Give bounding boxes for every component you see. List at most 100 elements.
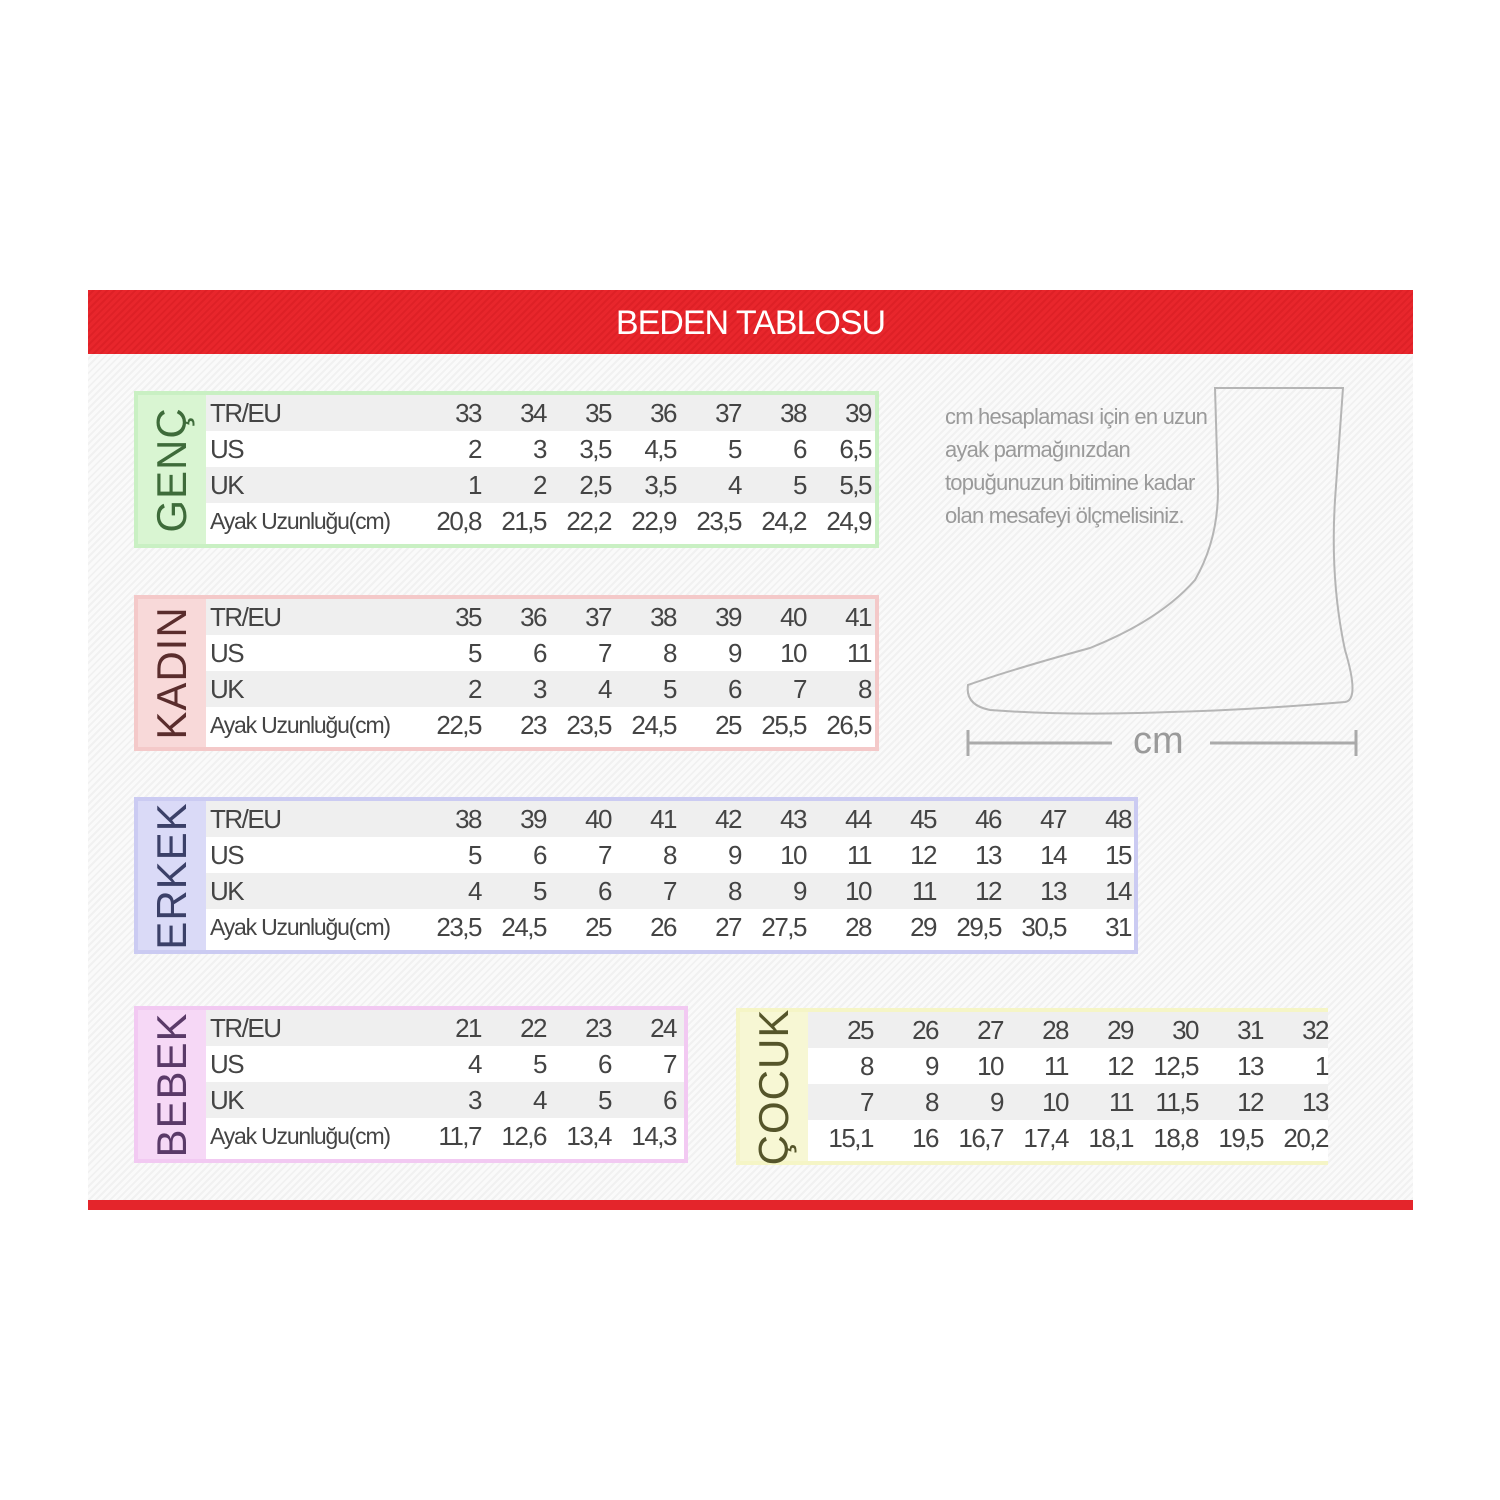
table-cell: 30 bbox=[1172, 1014, 1199, 1045]
table-cell: 5 bbox=[663, 673, 677, 704]
table-cell: 14 bbox=[1040, 839, 1067, 870]
table-cell: 18,1 bbox=[1088, 1122, 1134, 1153]
table-cell: 27,5 bbox=[761, 911, 807, 942]
table-cell: 48 bbox=[1105, 803, 1132, 834]
table-cell: 7 bbox=[860, 1086, 874, 1117]
size-table-kadin: KADIN TR/EU 35 36 37 38 39 40 41 US 5 6 7 8 9 10 11 UK 2 3 4… bbox=[134, 595, 879, 751]
table-cell: 22,9 bbox=[631, 505, 677, 536]
foot-illustration bbox=[966, 387, 1358, 756]
table-row: Ayak Uzunluğu(cm) 23,5 24,5 25 26 27 27,5 28 29 2… bbox=[206, 909, 1134, 945]
table-cell: 31 bbox=[1105, 911, 1132, 942]
size-table-cocuk: ÇOCUK 25 26 27 28 29 30 31 32 8 9 10 11 12 12,5 13 1 7 8 9 1… bbox=[736, 1008, 1330, 1165]
category-name: GENÇ bbox=[148, 406, 195, 533]
table-cell: 12 bbox=[1237, 1086, 1264, 1117]
table-cell: 8 bbox=[860, 1050, 874, 1081]
table-cell: 1 bbox=[1315, 1050, 1329, 1081]
table-cell: 16,7 bbox=[958, 1122, 1004, 1153]
table-cell: 1 bbox=[468, 469, 482, 500]
table-cell: 24,2 bbox=[761, 505, 807, 536]
table-cell: 27 bbox=[977, 1014, 1004, 1045]
table-cell: 21 bbox=[455, 1012, 482, 1043]
category-name: ÇOCUK bbox=[750, 1008, 797, 1165]
table-cell: 21,5 bbox=[501, 505, 547, 536]
table-cell: 5 bbox=[468, 637, 482, 668]
table-row: TR/EU 33 34 35 36 37 38 39 bbox=[206, 395, 875, 431]
table-cell: 43 bbox=[780, 803, 807, 834]
row-label: US bbox=[210, 433, 245, 464]
table-cell: 17,4 bbox=[1023, 1122, 1069, 1153]
table-cell: 3 bbox=[533, 673, 547, 704]
table-cell: 25,5 bbox=[761, 709, 807, 740]
table-cell: 41 bbox=[650, 803, 677, 834]
row-label: Ayak Uzunluğu(cm) bbox=[210, 711, 391, 738]
table-cell: 5 bbox=[793, 469, 807, 500]
table-cell: 26 bbox=[912, 1014, 939, 1045]
table-cell: 6,5 bbox=[839, 433, 872, 464]
table-cell: 13 bbox=[975, 839, 1002, 870]
row-label: UK bbox=[210, 1084, 245, 1115]
table-cell: 7 bbox=[598, 839, 612, 870]
table-cell: 14 bbox=[1105, 875, 1132, 906]
category-name: ERKEK bbox=[148, 801, 195, 950]
table-cell: 44 bbox=[845, 803, 872, 834]
row-label: US bbox=[210, 839, 245, 870]
table-cell: 8 bbox=[663, 637, 677, 668]
table-cell: 6 bbox=[663, 1084, 677, 1115]
table-cell: 9 bbox=[990, 1086, 1004, 1117]
table-cell: 27 bbox=[715, 911, 742, 942]
table-cell: 38 bbox=[455, 803, 482, 834]
page-title: BEDEN TABLOSU bbox=[88, 290, 1413, 354]
table-row: US 2 3 3,5 4,5 5 6 6,5 bbox=[206, 431, 875, 467]
table-cell: 3 bbox=[468, 1084, 482, 1115]
table-cell: 25 bbox=[715, 709, 742, 740]
table-cell: 37 bbox=[585, 601, 612, 632]
table-cell: 7 bbox=[598, 637, 612, 668]
table-cell: 6 bbox=[598, 1048, 612, 1079]
table-row: US 5 6 7 8 9 10 11 12 13 14 15 bbox=[206, 837, 1134, 873]
table-rows: TR/EU 33 34 35 36 37 38 39 US 2 3 3,5 4,5 5 6 6,5 UK 1 2 2,… bbox=[206, 395, 875, 544]
table-cell: 7 bbox=[793, 673, 807, 704]
table-cell: 20,2 bbox=[1283, 1122, 1329, 1153]
table-cell: 10 bbox=[845, 875, 872, 906]
table-cell: 46 bbox=[975, 803, 1002, 834]
table-cell: 29,5 bbox=[956, 911, 1002, 942]
size-table-bebek: BEBEK TR/EU 21 22 23 24 US 4 5 6 7 UK 3 4 5 6 Ayak Uzunl… bbox=[134, 1006, 688, 1163]
table-cell: 23 bbox=[585, 1012, 612, 1043]
table-cell: 30,5 bbox=[1021, 911, 1067, 942]
table-cell: 4 bbox=[468, 875, 482, 906]
table-cell: 4 bbox=[728, 469, 742, 500]
table-cell: 4 bbox=[598, 673, 612, 704]
table-cell: 4 bbox=[533, 1084, 547, 1115]
table-cell: 25 bbox=[585, 911, 612, 942]
table-cell: 6 bbox=[728, 673, 742, 704]
size-table-erkek: ERKEK TR/EU 38 39 40 41 42 43 44 45 46 47 48 US 5 6 7 8 9 1… bbox=[134, 797, 1138, 954]
row-label: Ayak Uzunluğu(cm) bbox=[210, 913, 391, 940]
table-cell: 13 bbox=[1237, 1050, 1264, 1081]
table-cell: 31 bbox=[1237, 1014, 1264, 1045]
table-cell: 45 bbox=[910, 803, 937, 834]
size-table-genc: GENÇ TR/EU 33 34 35 36 37 38 39 US 2 3 3,5 4,5 5 6 6,5 UK… bbox=[134, 391, 879, 548]
table-cell: 12 bbox=[975, 875, 1002, 906]
table-rows: TR/EU 38 39 40 41 42 43 44 45 46 47 48 US 5 6 7 8 9 10 11 12… bbox=[206, 801, 1134, 950]
table-row: Ayak Uzunluğu(cm) 22,5 23 23,5 24,5 25 25,5 26,… bbox=[206, 707, 875, 743]
table-cell: 11 bbox=[1109, 1086, 1135, 1117]
table-row: TR/EU 21 22 23 24 bbox=[206, 1010, 684, 1046]
table-row: UK 1 2 2,5 3,5 4 5 5,5 bbox=[206, 467, 875, 503]
table-cell: 34 bbox=[520, 397, 547, 428]
table-cell: 8 bbox=[728, 875, 742, 906]
table-cell: 39 bbox=[715, 601, 742, 632]
table-cell: 18,8 bbox=[1153, 1122, 1199, 1153]
table-cell: 23,5 bbox=[696, 505, 742, 536]
category-name: KADIN bbox=[148, 606, 195, 740]
table-cell: 8 bbox=[925, 1086, 939, 1117]
table-cell: 2,5 bbox=[579, 469, 612, 500]
table-cell: 22,2 bbox=[566, 505, 612, 536]
table-cell: 22,5 bbox=[436, 709, 482, 740]
table-cell: 24 bbox=[650, 1012, 677, 1043]
category-label: ÇOCUK bbox=[740, 1008, 808, 1165]
row-label: UK bbox=[210, 469, 245, 500]
table-cell: 2 bbox=[468, 673, 482, 704]
table-cell: 7 bbox=[663, 875, 677, 906]
table-cell: 2 bbox=[468, 433, 482, 464]
category-label: GENÇ bbox=[138, 395, 206, 544]
